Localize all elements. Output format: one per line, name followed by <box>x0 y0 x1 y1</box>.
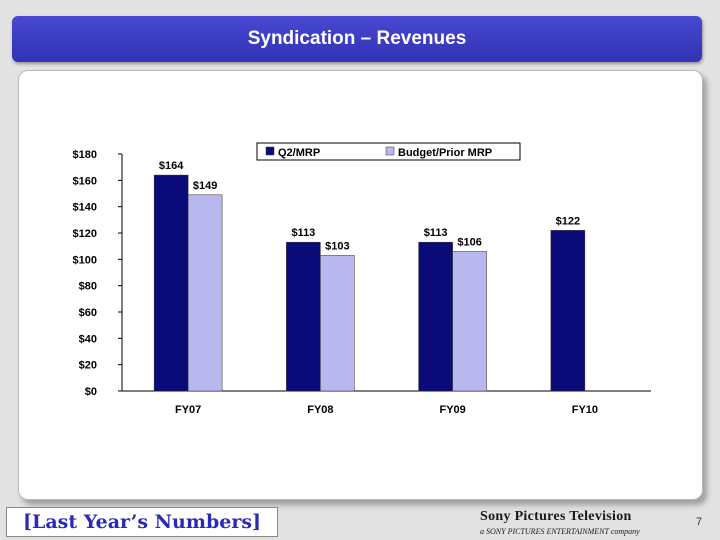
y-tick-label: $160 <box>73 175 97 187</box>
chart-panel: $0 $20 $40 $60 $80 $100 $120 $140 $160 $180 $164 $1… <box>18 70 703 500</box>
category-label: FY09 <box>439 404 465 416</box>
data-label: $103 <box>325 240 349 252</box>
brand-logo: Sony Pictures Television a SONY PICTURES… <box>480 509 670 536</box>
y-tick-label: $20 <box>79 360 97 372</box>
y-tick-label: $80 <box>79 281 97 293</box>
legend-swatch <box>385 146 395 156</box>
bar <box>187 194 223 392</box>
legend-label: Budget/Prior MRP <box>398 147 492 159</box>
brand-name: Sony Pictures Television <box>480 509 632 524</box>
y-tick-label: $40 <box>79 333 97 345</box>
page-number: 7 <box>696 516 703 528</box>
data-label: $149 <box>193 180 217 192</box>
footer-note: [Last Year’s Numbers] <box>6 507 278 537</box>
y-tick-label: $120 <box>73 228 97 240</box>
bar <box>452 251 487 392</box>
slide-title: Syndication – Revenues <box>12 16 702 62</box>
bar <box>286 241 321 392</box>
data-label: $113 <box>424 227 448 239</box>
y-tick-label: $100 <box>73 254 97 266</box>
data-label: $164 <box>159 160 184 172</box>
legend-swatch <box>265 146 275 156</box>
data-label: $122 <box>556 215 580 227</box>
bar <box>418 241 453 392</box>
y-tick-label: $0 <box>85 386 97 398</box>
category-label: FY07 <box>175 404 201 416</box>
y-tick-label: $140 <box>73 202 97 214</box>
data-label: $106 <box>457 236 481 248</box>
data-label: $113 <box>291 227 315 239</box>
category-label: FY10 <box>572 404 598 416</box>
bar <box>550 230 586 392</box>
bar <box>320 255 355 392</box>
legend-label: Q2/MRP <box>278 147 320 159</box>
brand-subtitle: a SONY PICTURES ENTERTAINMENT company <box>480 527 640 536</box>
y-tick-label: $180 <box>73 149 97 161</box>
category-label: FY08 <box>307 404 333 416</box>
bar <box>153 174 189 392</box>
y-tick-label: $60 <box>79 307 97 319</box>
bar-chart: $0 $20 $40 $60 $80 $100 $120 $140 $160 $180 $164 $1… <box>73 142 651 416</box>
